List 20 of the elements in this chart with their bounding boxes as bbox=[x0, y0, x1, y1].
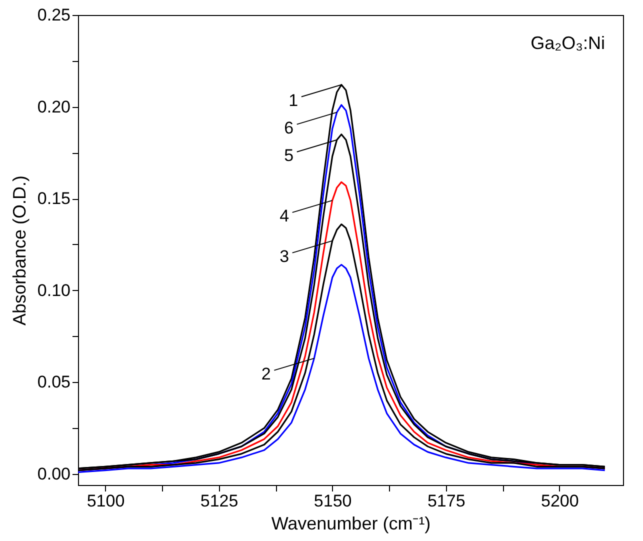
annotation: 2 bbox=[261, 364, 271, 384]
annotation: 6 bbox=[284, 118, 294, 138]
y-axis-title: Absorbance (O.D.) bbox=[9, 175, 30, 326]
y-tick-label: 0.05 bbox=[37, 372, 70, 392]
y-tick-label: 0.25 bbox=[37, 6, 70, 24]
annotation: 4 bbox=[280, 206, 290, 226]
x-tick-label: 5100 bbox=[86, 492, 125, 510]
y-tick-label: 0.00 bbox=[37, 464, 70, 484]
annotation: 5 bbox=[284, 146, 294, 165]
x-tick-label: 5200 bbox=[541, 492, 579, 510]
x-axis-title: Wavenumber (cm⁻¹) bbox=[271, 514, 431, 534]
x-tick-label: 5175 bbox=[427, 492, 466, 510]
annotation: 3 bbox=[280, 246, 290, 266]
x-tick-label: 5125 bbox=[200, 492, 238, 510]
annotation: Ga₂O₃:Ni bbox=[530, 33, 605, 53]
y-tick-label: 0.20 bbox=[37, 97, 70, 116]
x-tick-label: 5150 bbox=[314, 492, 352, 510]
annotation: 1 bbox=[288, 90, 298, 110]
y-tick-label: 0.15 bbox=[37, 189, 70, 208]
y-tick-label: 0.10 bbox=[37, 280, 70, 300]
